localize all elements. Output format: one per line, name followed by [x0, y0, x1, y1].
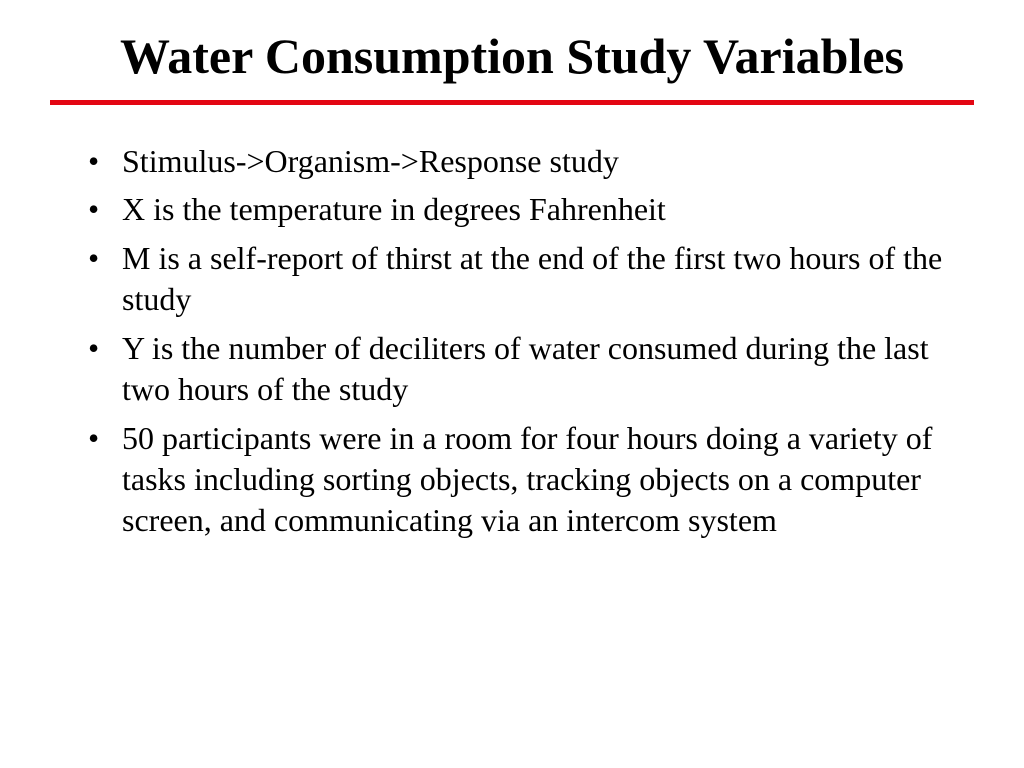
list-item: X is the temperature in degrees Fahrenhe…	[122, 189, 974, 230]
bullet-list: Stimulus->Organism->Response study X is …	[50, 141, 974, 542]
list-item: Y is the number of deciliters of water c…	[122, 328, 974, 410]
list-item: 50 participants were in a room for four …	[122, 418, 974, 541]
list-item: M is a self-report of thirst at the end …	[122, 238, 974, 320]
slide-title: Water Consumption Study Variables	[50, 28, 974, 86]
slide: Water Consumption Study Variables Stimul…	[0, 0, 1024, 768]
title-underline-rule	[50, 100, 974, 105]
list-item: Stimulus->Organism->Response study	[122, 141, 974, 182]
